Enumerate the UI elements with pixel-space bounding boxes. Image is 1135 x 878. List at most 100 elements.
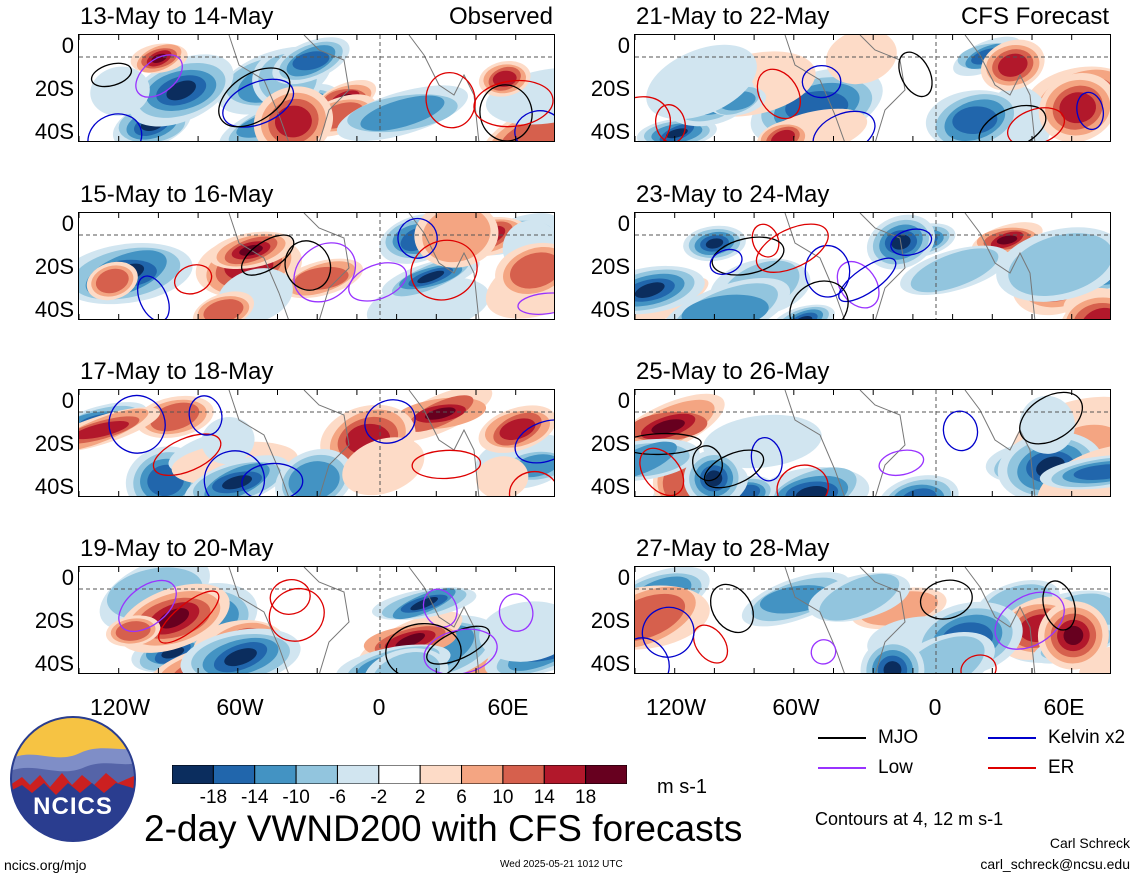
colorbar-tick-label: 10: [492, 787, 514, 808]
anomaly-shade: [705, 238, 724, 249]
map-panel: [634, 566, 1111, 674]
x-tick-label: 60W: [216, 694, 264, 720]
legend-label: MJO: [878, 727, 919, 748]
panel-title: 17-May to 18-May: [80, 358, 274, 385]
anomaly-shade: [422, 213, 491, 263]
anomaly-shade: [395, 632, 425, 649]
author-name: Carl Schreck: [1049, 835, 1130, 851]
y-tick-label: 0: [617, 211, 630, 236]
anomaly-shade: [95, 268, 129, 294]
anomaly-shade: [635, 441, 677, 479]
map-panel: [78, 389, 555, 497]
colorbar-box: [378, 764, 421, 785]
anomaly-shade: [1081, 307, 1110, 319]
contour-line: [241, 234, 295, 276]
legend-label: ER: [1048, 757, 1075, 778]
contour-line: [755, 223, 829, 273]
y-tick-label: 0: [61, 33, 74, 58]
map-panel: [634, 34, 1111, 142]
panel-title: 25-May to 26-May: [636, 358, 830, 385]
panel-title: 23-May to 24-May: [636, 181, 830, 208]
contour-line: [942, 410, 979, 452]
anomaly-shade: [901, 636, 985, 673]
anomaly-shade: [509, 252, 554, 289]
anomaly-shade: [150, 402, 200, 432]
y-tick-label: 0: [61, 388, 74, 413]
contour-line: [514, 110, 554, 141]
contour-line: [890, 228, 933, 256]
colorbar-box: [543, 764, 587, 785]
anomaly-shade: [646, 44, 757, 120]
colorbar-tick-label: 6: [456, 787, 467, 808]
colorbar-tick-label: 18: [575, 787, 597, 808]
anomaly-shade: [1008, 233, 1110, 296]
contour-line: [517, 292, 554, 315]
x-tick-label: 60W: [772, 694, 820, 720]
contour-line: [410, 239, 478, 301]
contour-line: [750, 436, 783, 482]
main-title: 2-day VWND200 with CFS forecasts: [144, 808, 743, 849]
anomaly-shade: [952, 106, 998, 135]
contour-line: [812, 110, 876, 141]
x-tick-label: 60E: [487, 694, 529, 720]
contour-line: [152, 433, 222, 477]
contour-line: [158, 590, 220, 644]
contour-line: [222, 78, 295, 128]
colorbar-box: [502, 764, 545, 785]
y-tick-label: 20S: [34, 431, 74, 456]
contour-line: [203, 450, 266, 496]
anomaly-shade: [1073, 464, 1110, 481]
y-tick-label: 40S: [590, 119, 630, 144]
anomaly-shade: [635, 593, 686, 642]
y-tick-label: 20S: [590, 431, 630, 456]
y-tick-label: 0: [617, 388, 630, 413]
anomaly-map: [79, 567, 554, 673]
x-tick-label: 0: [928, 694, 942, 720]
contour-line: [284, 240, 332, 291]
contour-line: [293, 242, 357, 303]
contour-line: [751, 223, 780, 258]
colorbar-box: [461, 764, 504, 785]
anomaly-map: [79, 213, 554, 319]
contour-line: [711, 236, 785, 276]
contour-note: Contours at 4, 12 m s-1: [815, 809, 1004, 829]
contour-line: [425, 71, 476, 129]
y-tick-label: 20S: [590, 608, 630, 633]
contour-line: [108, 394, 166, 454]
anomaly-shade: [292, 51, 330, 71]
site-url[interactable]: ncics.org/mjo: [4, 857, 87, 873]
contour-line: [90, 62, 133, 88]
y-tick-label: 0: [617, 565, 630, 590]
contour-line: [960, 654, 997, 673]
anomaly-map: [79, 390, 554, 496]
anomaly-shade: [360, 95, 445, 131]
legend-swatch: [818, 737, 866, 739]
x-tick-label: 0: [372, 694, 386, 720]
legend-label: Low: [878, 757, 913, 778]
x-tick-label: 120W: [645, 694, 707, 720]
legend-label: Kelvin x2: [1048, 727, 1126, 748]
y-tick-label: 0: [617, 33, 630, 58]
colorbar-boxes: [171, 764, 628, 785]
anomaly-shade: [424, 407, 456, 420]
contour-line: [364, 399, 416, 444]
contour-line: [878, 449, 925, 477]
contour-line: [692, 445, 723, 482]
anomaly-shade: [1059, 92, 1097, 124]
colorbar-box: [212, 764, 256, 785]
author-email[interactable]: carl_schreck@ncsu.edu: [980, 856, 1130, 872]
contour-line: [1019, 391, 1083, 445]
contour-line: [136, 275, 170, 319]
panel-title: 21-May to 22-May: [636, 3, 830, 30]
legend-swatch: [818, 767, 866, 769]
anomaly-shade: [479, 601, 554, 662]
contour-line: [804, 244, 851, 298]
contour-line: [508, 470, 554, 496]
anomaly-shade: [90, 66, 150, 116]
panel-title: 19-May to 20-May: [80, 535, 274, 562]
anomaly-shade: [651, 419, 685, 434]
contour-line: [635, 637, 670, 673]
contour-line: [87, 113, 143, 141]
anomaly-map: [635, 390, 1110, 496]
colorbar-tick-label: -2: [370, 787, 388, 808]
